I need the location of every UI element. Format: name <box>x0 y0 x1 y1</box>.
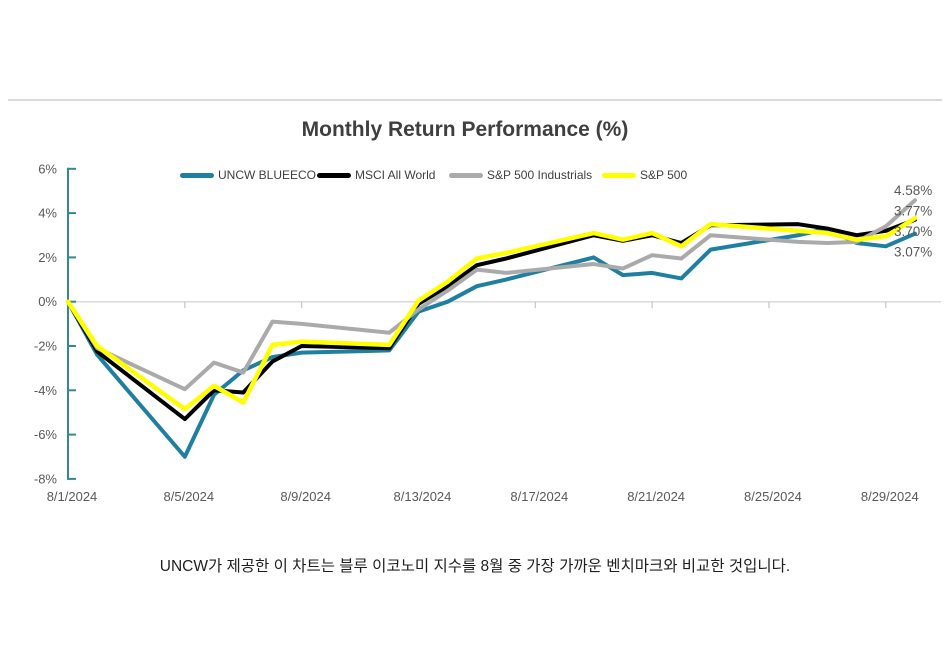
y-tick-label: -6% <box>34 427 58 442</box>
legend-item-msci-all-world: MSCI All World <box>317 166 435 184</box>
legend-swatch-uncw-blueeco <box>180 172 214 178</box>
legend-label: UNCW BLUEECO <box>218 168 317 182</box>
legend-label: S&P 500 Industrials <box>487 168 593 182</box>
x-tick-label: 8/17/2024 <box>510 489 568 504</box>
legend-swatch-sp500 <box>602 172 636 178</box>
legend-swatch-sp500-industrials <box>449 172 483 178</box>
line-chart-plot: 6% 4% 2% 0% -2% -4% -6% -8% 8/1/2024 8/5/2024 8/9/… <box>34 161 941 504</box>
series-line-s-p-500 <box>65 215 918 412</box>
y-tick-label: 6% <box>38 161 57 176</box>
series-end-label: 3.07% <box>894 245 932 260</box>
legend-label: S&P 500 <box>640 168 688 182</box>
series-end-label: 3.70% <box>894 224 932 239</box>
y-tick-label: -8% <box>34 471 58 486</box>
legend-swatch-msci-all-world <box>317 172 351 178</box>
x-tick-label: 8/21/2024 <box>627 489 685 504</box>
y-tick-label: -4% <box>34 383 58 398</box>
top-divider <box>8 99 942 101</box>
y-tick-label: 2% <box>38 250 57 265</box>
series-line-msci-all-world <box>66 217 917 422</box>
series-end-label: 4.58% <box>894 183 932 198</box>
series-end-label: 3.77% <box>894 204 932 219</box>
legend-item-sp500-industrials: S&P 500 Industrials <box>449 166 592 184</box>
legend-item-uncw-blueeco: UNCW BLUEECO <box>180 166 316 184</box>
y-tick-label: -2% <box>34 339 58 354</box>
chart-caption: UNCW가 제공한 이 차트는 블루 이코노미 지수를 8월 중 가장 가까운 … <box>159 558 791 575</box>
x-tick-label: 8/1/2024 <box>47 489 98 504</box>
chart-title: Monthly Return Performance (%) <box>301 118 629 141</box>
x-tick-label: 8/25/2024 <box>744 489 802 504</box>
x-tick-label: 8/5/2024 <box>164 489 215 504</box>
y-tick-label: 0% <box>38 294 57 309</box>
x-tick-label: 8/9/2024 <box>280 489 331 504</box>
legend-item-sp500: S&P 500 <box>602 166 687 184</box>
y-tick-label: 4% <box>38 206 57 221</box>
x-tick-label: 8/29/2024 <box>861 489 919 504</box>
legend-label: MSCI All World <box>355 168 436 182</box>
series-line-s-p-500-industrials <box>66 198 917 392</box>
x-tick-label: 8/13/2024 <box>394 489 452 504</box>
chart-legend: UNCW BLUEECO MSCI All World S&P 500 Indu… <box>0 166 950 184</box>
